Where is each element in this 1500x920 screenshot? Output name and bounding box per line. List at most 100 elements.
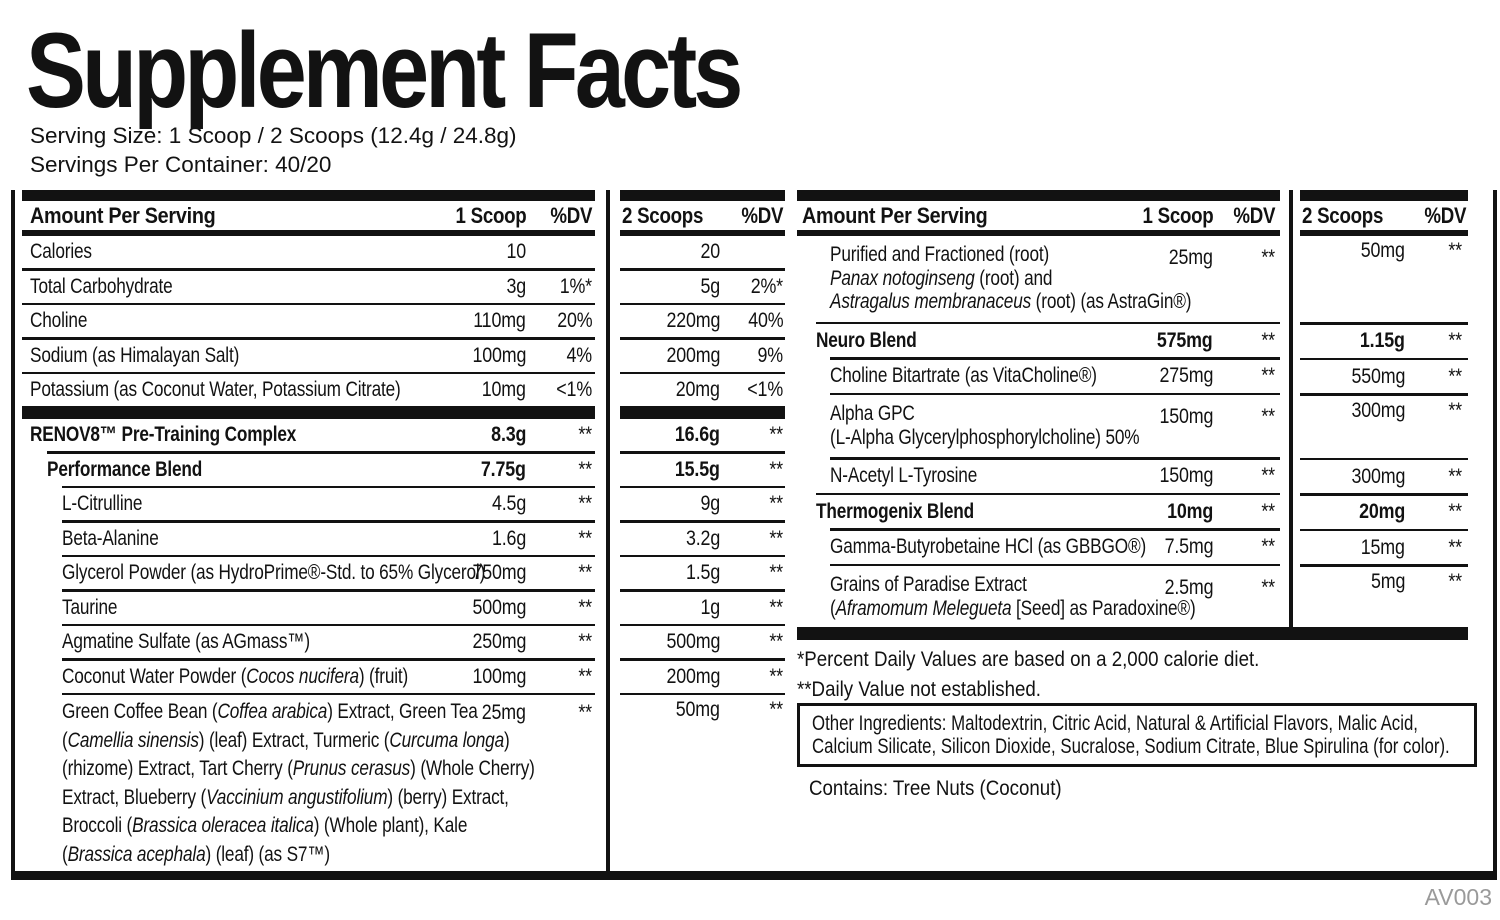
ingredient-name: Glycerol Powder (as HydroPrime®-Std. to … (22, 561, 485, 585)
amount-value: 4.5g (491, 492, 526, 515)
row-separator (830, 392, 1280, 395)
dv-2scoops: ** (1405, 567, 1468, 594)
dv-2scoops: ** (1405, 236, 1468, 263)
amount-value: 7.75g (481, 457, 526, 481)
row-separator (620, 589, 785, 592)
amount-value: 750mg (472, 561, 526, 584)
ingredient-name-text: Total Carbohydrate (30, 274, 173, 298)
dv-1scoop: ** (1213, 402, 1280, 429)
left-2scoops-header: 2 Scoops %DV (620, 201, 785, 230)
ingredient-name-text: Grains of Paradise Extract (Aframomum Mel… (830, 573, 1196, 620)
table-row-2scoops: 220mg 40% (620, 305, 785, 337)
row-separator (62, 623, 595, 626)
row-separator (620, 371, 785, 374)
dv-1scoop: ** (526, 492, 595, 516)
table-row: Taurine 500mg ** (22, 592, 595, 624)
name-segment: Panax notoginseng (830, 266, 975, 290)
amount-value: 8.3g (490, 423, 526, 446)
dv-value: <1% (556, 378, 592, 401)
amount-1scoop: 3g (430, 275, 526, 299)
amount-2scoops: 1g (620, 596, 720, 620)
name-segment: Prunus cerasus (292, 757, 411, 780)
amount-value: 220mg (666, 309, 720, 332)
table-row: Grains of Paradise Extract (Aframomum Mel… (797, 566, 1280, 628)
amount-value: 5mg (1370, 569, 1405, 593)
row-separator (22, 302, 595, 305)
row-separator (620, 451, 785, 454)
amount-value: 7.5mg (1164, 535, 1213, 558)
amount-value: 20 (700, 240, 720, 263)
name-segment: Alpha GPC (830, 402, 915, 425)
amount-1scoop: 100mg (430, 344, 526, 368)
other-ingredients-line1: Other Ingredients: Maltodextrin, Citric … (812, 712, 1418, 735)
amount-2scoops: 500mg (620, 630, 720, 654)
table-row: Potassium (as Coconut Water, Potassium C… (22, 374, 595, 406)
dv-value: ** (578, 701, 592, 724)
right-table-bottom-bar (797, 627, 1468, 640)
dv-2scoops: <1% (720, 378, 785, 402)
table-row: Coconut Water Powder (Cocos nucifera) (f… (22, 661, 595, 693)
table-row-2scoops: 50mg ** (1300, 236, 1468, 322)
amount-2scoops: 50mg (620, 695, 720, 722)
dv-value: 1%* (559, 274, 592, 298)
ingredient-name-text: Alpha GPC (L-Alpha Glycerylphosphorylchol… (830, 402, 1140, 449)
name-segment: Camellia sinensis (67, 728, 199, 752)
column-header-dv: %DV (1424, 202, 1466, 228)
row-separator (1300, 322, 1468, 325)
row-separator (620, 268, 785, 271)
left-2scoops-body: 20 5g 2%* 220mg 40% 200mg 9% 20mg <1% 16.6g ** 15.5… (620, 236, 785, 872)
name-segment: ) (Whole Cherry) (410, 757, 535, 780)
table-row: RENOV8™ Pre-Training Complex 8.3g ** (22, 419, 595, 451)
column-header-2scoops: 2 Scoops (622, 202, 704, 228)
dv-1scoop: ** (526, 458, 595, 482)
amount-2scoops: 1.5g (620, 561, 720, 585)
amount-2scoops: 300mg (1300, 465, 1405, 489)
amount-1scoop: 250mg (430, 630, 526, 654)
ingredient-name-text: Neuro Blend (816, 328, 917, 352)
table-row-2scoops: 9g ** (620, 488, 785, 520)
amount-value: 200mg (666, 664, 720, 688)
column-header-dv: %DV (1233, 202, 1275, 228)
name-segment: Aframomum Melegueta (835, 596, 1012, 620)
ingredient-name: Choline Bitartrate (as VitaCholine®) (797, 364, 1103, 388)
ingredient-name: Performance Blend (22, 458, 430, 482)
amount-value: 300mg (1351, 464, 1405, 488)
dv-value: ** (1261, 535, 1275, 558)
table-row: Glycerol Powder (as HydroPrime®-Std. to … (22, 557, 595, 589)
name-segment: [Seed] as Paradoxine®) (1011, 596, 1196, 620)
table-row: Agmatine Sulfate (as AGmass™) 250mg ** (22, 626, 595, 658)
table-row: Alpha GPC (L-Alpha Glycerylphosphorylchol… (797, 395, 1280, 457)
dv-1scoop: 1%* (526, 275, 595, 299)
other-ingredients-line2: Calcium Silicate, Silicon Dioxide, Sucra… (812, 735, 1450, 758)
amount-value: 3.2g (685, 526, 720, 550)
amount-1scoop: 7.5mg (1103, 535, 1213, 559)
ingredient-name-text: Coconut Water Powder (Cocos nucifera) (f… (62, 665, 430, 689)
table-row-2scoops: 5mg ** (1300, 567, 1468, 629)
dv-value: ** (578, 492, 592, 515)
ingredient-name-text: N-Acetyl L-Tyrosine (830, 464, 978, 487)
dv-value: ** (1448, 398, 1462, 422)
table-row: Calories 10 (22, 236, 595, 268)
label-left-border (11, 190, 15, 873)
row-separator (47, 451, 595, 454)
row-separator (1300, 457, 1468, 460)
footnotes: *Percent Daily Values are based on a 2,0… (797, 644, 1328, 704)
amount-value: 15mg (1361, 535, 1405, 559)
header-rule (797, 230, 1280, 236)
name-segment: Coffea arabica (217, 700, 328, 723)
dv-2scoops: ** (720, 561, 785, 585)
row-separator (620, 520, 785, 523)
name-segment: ( (62, 842, 68, 866)
name-segment: Grains of Paradise Extract (830, 573, 1027, 596)
amount-2scoops: 200mg (620, 665, 720, 689)
dv-value: ** (578, 561, 592, 584)
name-segment: ( (62, 728, 68, 752)
name-segment: (L-Alpha Glycerylphosphorylcholine) 50% (830, 425, 1140, 449)
amount-1scoop: 110mg (430, 309, 527, 333)
row-separator (1300, 493, 1468, 496)
dv-1scoop: ** (526, 596, 595, 620)
dv-value: ** (1261, 364, 1275, 387)
amount-value: 275mg (1159, 364, 1213, 387)
table-row-2scoops: 20 (620, 236, 785, 268)
amount-value: 1g (700, 595, 720, 619)
